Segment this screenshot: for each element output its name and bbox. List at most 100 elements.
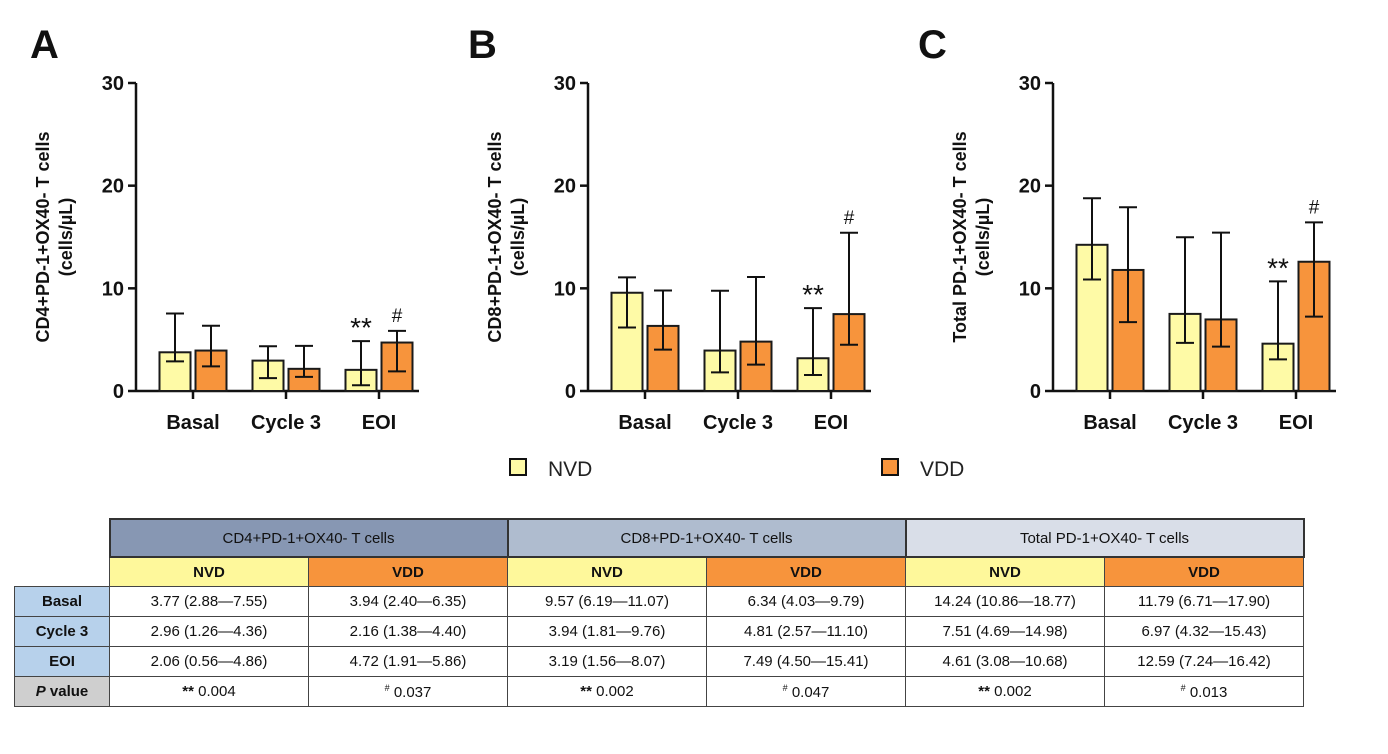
bar-nvd [1168, 312, 1202, 393]
x-tick-label: EOI [362, 412, 396, 434]
subheader-vdd: VDD [308, 556, 508, 587]
table-pvalue-row: P value ** 0.004 # 0.037 ** 0.002 # 0.04… [14, 676, 1304, 707]
x-tick-label: Basal [618, 412, 671, 434]
table-cell: 3.94 (2.40—6.35) [308, 586, 508, 617]
table-corner [14, 519, 110, 557]
significance-mark: # [384, 682, 390, 693]
table-cell: 3.94 (1.81—9.76) [507, 616, 707, 647]
pvalue: 0.047 [791, 683, 830, 701]
y-tick-label: 30 [102, 73, 124, 95]
significance-mark: ** [978, 683, 990, 700]
p-label-rest: value [45, 683, 89, 700]
table-cell: 3.77 (2.88—7.55) [109, 586, 309, 617]
table-cell: 7.51 (4.69—14.98) [905, 616, 1105, 647]
table-cell: 2.06 (0.56—4.86) [109, 646, 309, 677]
group-header-cd8: CD8+PD-1+OX40- T cells [506, 518, 907, 558]
table-group-header-row: CD4+PD-1+OX40- T cells CD8+PD-1+OX40- T … [14, 518, 1305, 558]
legend-swatch-vdd [881, 458, 899, 476]
row-label-eoi: EOI [14, 646, 110, 677]
panel-letter: B [468, 23, 497, 67]
bar-nvd [1261, 342, 1295, 392]
summary-table: CD4+PD-1+OX40- T cells CD8+PD-1+OX40- T … [14, 518, 1305, 707]
table-corner [14, 557, 110, 587]
pvalue: 0.013 [1189, 683, 1228, 701]
y-axis-unit: (cells/µL) [508, 198, 528, 276]
table-cell: 4.81 (2.57—11.10) [706, 616, 906, 647]
subheader-vdd: VDD [1104, 556, 1304, 587]
significance-star: ** [802, 279, 824, 310]
legend-label-vdd: VDD [920, 458, 964, 481]
table-cell: 6.34 (4.03—9.79) [706, 586, 906, 617]
significance-hash: # [392, 306, 403, 327]
table-cell: 9.57 (6.19—11.07) [507, 586, 707, 617]
x-tick-label: Cycle 3 [1168, 412, 1238, 434]
group-header-total: Total PD-1+OX40- T cells [904, 518, 1305, 558]
panel-letter: A [30, 23, 59, 67]
legend-swatch-nvd [509, 458, 527, 476]
subheader-nvd: NVD [507, 556, 707, 587]
y-tick-label: 0 [113, 381, 124, 403]
table-cell: 11.79 (6.71—17.90) [1104, 586, 1304, 617]
subheader-vdd: VDD [706, 556, 906, 587]
significance-mark: # [782, 682, 788, 693]
bar-vdd [832, 313, 866, 392]
subheader-nvd: NVD [109, 556, 309, 587]
y-tick-label: 0 [565, 381, 576, 403]
table-cell: 3.19 (1.56—8.07) [507, 646, 707, 677]
table-cell: 6.97 (4.32—15.43) [1104, 616, 1304, 647]
p-italic: P [35, 683, 46, 700]
y-tick-label: 10 [554, 278, 576, 300]
table-cell: 4.72 (1.91—5.86) [308, 646, 508, 677]
table-cell: 2.96 (1.26—4.36) [109, 616, 309, 647]
y-axis-unit: (cells/µL) [56, 198, 76, 276]
y-tick-label: 20 [102, 176, 124, 198]
pvalue-cell: ** 0.004 [109, 676, 309, 707]
y-axis-label: CD4+PD-1+OX40- T cells [33, 131, 53, 342]
panel-letter: C [918, 23, 947, 67]
table-cell: 12.59 (7.24—16.42) [1104, 646, 1304, 677]
y-axis-label: Total PD-1+OX40- T cells [950, 131, 970, 342]
table-cell: 7.49 (4.50—15.41) [706, 646, 906, 677]
y-tick-label: 10 [102, 278, 124, 300]
x-tick-label: Basal [166, 412, 219, 434]
group-header-cd4: CD4+PD-1+OX40- T cells [108, 518, 509, 558]
x-tick-label: EOI [814, 412, 848, 434]
significance-star: ** [350, 312, 372, 343]
y-tick-label: 20 [554, 176, 576, 198]
y-tick-label: 0 [1030, 381, 1041, 403]
table-subheader-row: NVD VDD NVD VDD NVD VDD [14, 556, 1304, 587]
x-tick-label: EOI [1279, 412, 1313, 434]
significance-hash: # [1309, 197, 1320, 218]
pvalue-cell: # 0.013 [1104, 676, 1304, 707]
significance-mark: ** [182, 683, 194, 700]
y-tick-label: 30 [1019, 73, 1041, 95]
y-axis-unit: (cells/µL) [973, 198, 993, 276]
y-axis-label: CD8+PD-1+OX40- T cells [485, 131, 505, 342]
row-label-basal: Basal [14, 586, 110, 617]
significance-star: ** [1267, 252, 1289, 283]
pvalue-cell: ** 0.002 [507, 676, 707, 707]
bar-vdd [1297, 260, 1331, 393]
pvalue-cell: ** 0.002 [905, 676, 1105, 707]
table-cell: 14.24 (10.86—18.77) [905, 586, 1105, 617]
row-label-cycle-3: Cycle 3 [14, 616, 110, 647]
legend-label-nvd: NVD [548, 458, 592, 481]
row-label-p-value: P value [14, 676, 110, 707]
bar-vdd [646, 324, 680, 392]
significance-mark: ** [580, 683, 592, 700]
pvalue: 0.037 [393, 683, 432, 701]
table-cell: 4.61 (3.08—10.68) [905, 646, 1105, 677]
table-row: EOI 2.06 (0.56—4.86) 4.72 (1.91—5.86) 3.… [14, 646, 1304, 677]
significance-hash: # [844, 208, 855, 229]
significance-mark: # [1180, 682, 1186, 693]
table-row: Basal 3.77 (2.88—7.55) 3.94 (2.40—6.35) … [14, 586, 1304, 617]
pvalue: 0.002 [596, 683, 634, 700]
y-tick-label: 20 [1019, 176, 1041, 198]
pvalue: 0.004 [198, 683, 236, 700]
subheader-nvd: NVD [905, 556, 1105, 587]
x-tick-label: Cycle 3 [251, 412, 321, 434]
y-tick-label: 10 [1019, 278, 1041, 300]
x-tick-label: Cycle 3 [703, 412, 773, 434]
table-cell: 2.16 (1.38—4.40) [308, 616, 508, 647]
